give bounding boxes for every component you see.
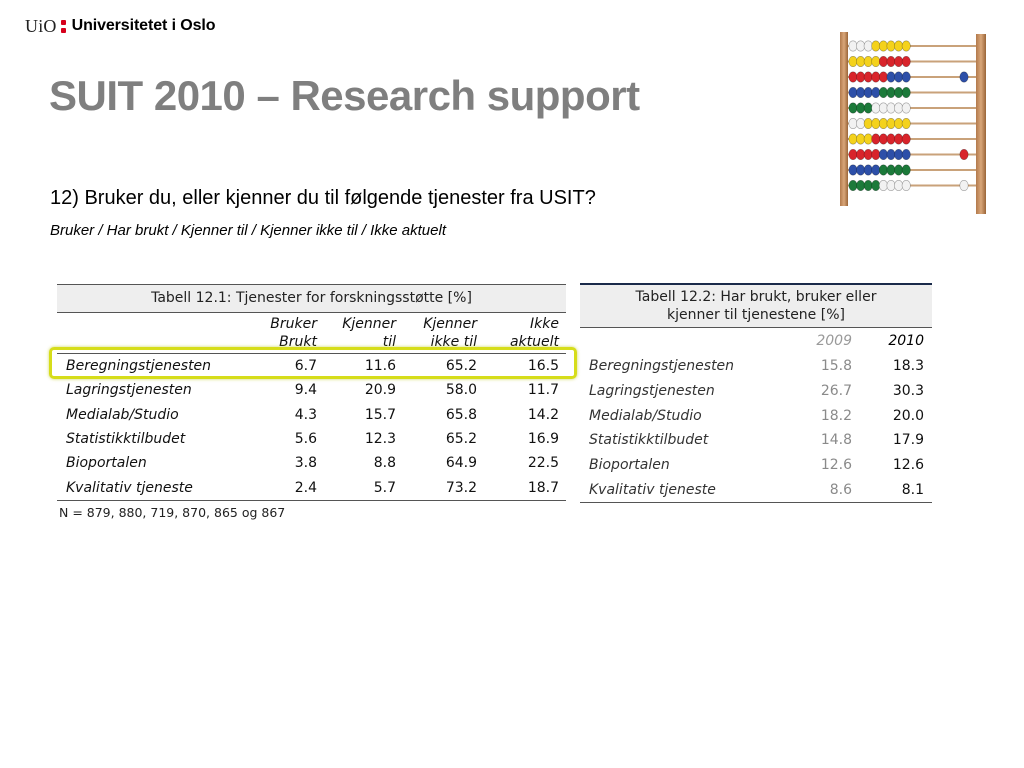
table-cell: 65.8 [445, 406, 477, 423]
table-cell: 8.8 [373, 455, 396, 472]
table-cell: 73.2 [445, 479, 477, 496]
table-cell: 12.6 [820, 457, 852, 474]
table-cell: 9.4 [294, 382, 317, 399]
table-cell: 5.7 [373, 479, 396, 496]
table-row: Statistikktilbudet 14.8 17.9 [580, 428, 932, 453]
column-header: Bruker Brukt [270, 316, 317, 350]
row-label: Lagringstjenesten [66, 382, 192, 399]
table-cell: 17.9 [892, 432, 924, 449]
table-row: Beregningstjenesten 6.7 11.6 65.2 16.5 [57, 354, 566, 379]
table-cell: 64.9 [445, 455, 477, 472]
table-12-1-note: N = 879, 880, 719, 870, 865 og 867 [59, 504, 286, 520]
table-cell: 14.8 [820, 432, 852, 449]
row-highlight-box [49, 347, 577, 379]
table-cell: 4.3 [294, 406, 317, 423]
table-row: Kvalitativ tjeneste 8.6 8.1 [580, 477, 932, 502]
table-cell: 58.0 [445, 382, 477, 399]
table-cell: 8.1 [901, 481, 924, 498]
row-label: Kvalitativ tjeneste [589, 481, 716, 498]
row-label: Statistikktilbudet [66, 431, 186, 448]
table-cell: 3.8 [294, 455, 317, 472]
table-cell: 16.5 [527, 358, 559, 375]
table-cell: 11.6 [364, 358, 396, 375]
row-label-header [580, 328, 790, 354]
logo-university-name: Universitetet i Oslo [71, 17, 216, 34]
table-cell: 15.8 [820, 358, 852, 375]
table-12-1-caption: Tabell 12.1: Tjenester for forskningsstø… [57, 284, 566, 313]
row-label: Lagringstjenesten [589, 383, 715, 400]
table-row: Kvalitativ tjeneste 2.4 5.7 73.2 18.7 [57, 475, 566, 500]
table-12-1: Tabell 12.1: Tjenester for forskningsstø… [57, 284, 566, 520]
table-cell: 65.2 [445, 431, 477, 448]
row-label: Kvalitativ tjeneste [66, 479, 193, 496]
row-label: Beregningstjenesten [589, 358, 735, 375]
table-row: Medialab/Studio 18.2 20.0 [580, 403, 932, 428]
table-row: Lagringstjenesten 9.4 20.9 58.0 11.7 [57, 378, 566, 402]
row-label: Medialab/Studio [589, 407, 702, 424]
table-cell: 65.2 [445, 358, 477, 375]
row-label: Bioportalen [66, 455, 147, 472]
row-label: Beregningstjenesten [66, 358, 212, 375]
abacus-image [840, 32, 986, 214]
row-label: Medialab/Studio [66, 406, 179, 423]
table-cell: 8.6 [829, 481, 852, 498]
column-header-2009: 2009 [816, 333, 852, 349]
table-cell: 12.6 [892, 457, 924, 474]
logo-uio-text: UiO [25, 15, 57, 36]
slide-title: SUIT 2010 – Research support [49, 72, 640, 119]
table-cell: 22.5 [527, 455, 559, 472]
table-cell: 20.0 [892, 407, 924, 424]
table-cell: 20.9 [364, 382, 396, 399]
table-cell: 18.2 [820, 407, 852, 424]
table-12-2: Tabell 12.2: Har brukt, bruker eller kje… [580, 283, 932, 503]
table-header-row: Bruker Brukt Kjenner til Kjenner ikke til I… [57, 313, 566, 354]
table-row: Statistikktilbudet 5.6 12.3 65.2 16.9 [57, 427, 566, 451]
table-cell: 18.7 [527, 479, 559, 496]
table-row: Lagringstjenesten 26.7 30.3 [580, 379, 932, 404]
table-cell: 5.6 [294, 431, 317, 448]
column-header-2010: 2010 [888, 333, 924, 349]
answer-options: Bruker / Har brukt / Kjenner til / Kjenn… [50, 222, 446, 239]
table-row: Bioportalen 12.6 12.6 [580, 453, 932, 478]
table-cell: 16.9 [527, 431, 559, 448]
table-cell: 18.3 [892, 358, 924, 375]
logo-colon-icon [60, 19, 66, 33]
table-cell: 2.4 [294, 479, 317, 496]
column-header: Ikke aktuelt [509, 316, 559, 350]
table-header-row: 2009 2010 [580, 328, 932, 354]
table-cell: 6.7 [294, 358, 317, 375]
caption-line: Tabell 12.2: Har brukt, bruker eller [635, 289, 877, 305]
table-row: Medialab/Studio 4.3 15.7 65.8 14.2 [57, 403, 566, 427]
table-cell: 12.3 [364, 431, 396, 448]
table-row: Beregningstjenesten 15.8 18.3 [580, 354, 932, 379]
column-header: Kjenner til [342, 316, 396, 350]
row-label: Bioportalen [589, 457, 670, 474]
table-cell: 15.7 [364, 406, 396, 423]
survey-question: 12) Bruker du, eller kjenner du til følg… [50, 187, 596, 209]
uio-logo: UiO Universitetet i Oslo [25, 15, 216, 36]
table-cell: 30.3 [892, 383, 924, 400]
table-cell: 26.7 [820, 383, 852, 400]
table-12-2-caption: Tabell 12.2: Har brukt, bruker eller kje… [580, 283, 932, 328]
row-label: Statistikktilbudet [589, 432, 709, 449]
caption-line: kjenner til tjenestene [%] [667, 307, 845, 323]
table-row: Bioportalen 3.8 8.8 64.9 22.5 [57, 451, 566, 475]
table-cell: 14.2 [527, 406, 559, 423]
column-header: Kjenner ikke til [423, 316, 477, 350]
table-cell: 11.7 [527, 382, 559, 399]
